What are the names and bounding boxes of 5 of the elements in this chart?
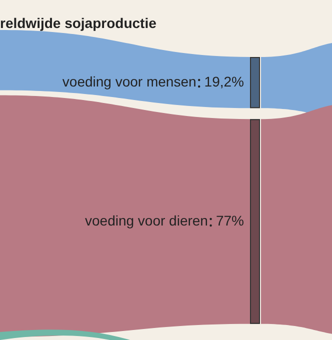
category-label: voeding voor mensen — [62, 73, 196, 90]
category-label: voeding voor dieren — [84, 212, 208, 228]
text: reldwijde sojaproductie — [0, 14, 157, 31]
data-label: 19,2% — [204, 73, 244, 90]
data-label: 77% — [216, 212, 244, 228]
